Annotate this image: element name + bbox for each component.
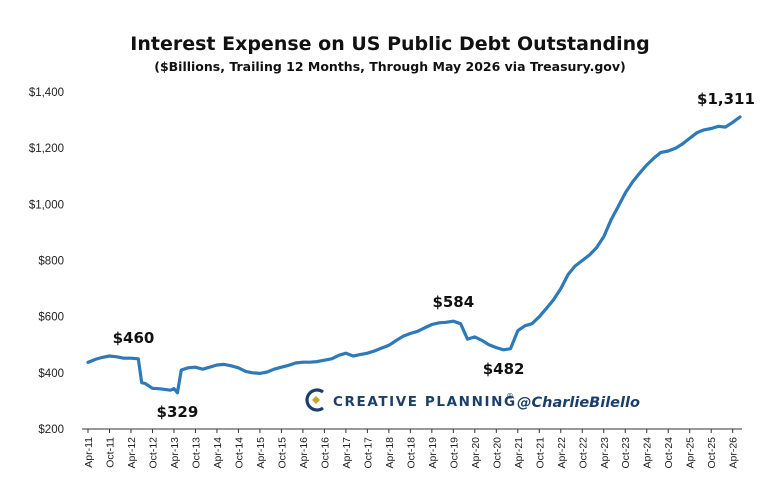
x-tick-label: Oct-17	[362, 437, 374, 469]
x-axis: Apr-11 Oct-11 Apr-12 Oct-12 Apr-13 Oct-13 Apr-…	[82, 428, 742, 469]
x-tick-label: Apr-22	[556, 437, 568, 469]
x-tick-label: Apr-14	[212, 437, 224, 469]
branding: CREATIVE PLANNING ® @CharlieBilello	[305, 388, 640, 412]
brand-name: CREATIVE PLANNING	[333, 394, 517, 410]
y-tick-label: $600	[38, 312, 64, 324]
x-tick-label: Oct-25	[706, 437, 718, 469]
x-tick-label: Apr-15	[255, 437, 267, 469]
x-tick-label: Apr-16	[298, 437, 310, 469]
data-label: $460	[113, 329, 155, 347]
x-tick-label: Oct-22	[577, 437, 589, 469]
x-tick-label: Apr-13	[169, 437, 181, 469]
data-label: $584	[432, 293, 474, 311]
x-tick-label: Apr-12	[126, 437, 138, 469]
x-tick-label: Apr-25	[685, 437, 697, 469]
x-tick-label: Apr-23	[599, 437, 611, 469]
x-tick-label: Apr-20	[470, 437, 482, 469]
data-label: $482	[483, 360, 525, 378]
x-tick-label: Oct-14	[233, 437, 245, 469]
x-tick-label: Oct-15	[276, 437, 288, 469]
x-tick-label: Oct-24	[663, 437, 675, 469]
y-tick-label: $800	[38, 256, 64, 268]
x-tick-label: Oct-19	[448, 437, 460, 469]
annotations: $460 $329 $584 $482 $1,311	[113, 90, 755, 421]
x-tick-label: Oct-12	[147, 437, 159, 469]
y-tick-label: $200	[38, 424, 64, 436]
x-tick-label: Oct-13	[190, 437, 202, 469]
x-tick-label: Apr-24	[642, 437, 654, 469]
y-tick-label: $1,400	[29, 87, 64, 99]
y-tick-label: $1,000	[29, 199, 64, 211]
x-tick-label: Apr-17	[341, 437, 353, 469]
data-label: $329	[157, 403, 199, 421]
x-tick-label: Apr-11	[83, 437, 95, 468]
x-tick-label: Oct-23	[620, 437, 632, 469]
y-tick-label: $1,200	[29, 143, 64, 155]
x-tick-label: Oct-20	[491, 437, 503, 469]
y-tick-label: $400	[38, 368, 64, 380]
x-tick-label: Apr-21	[513, 437, 525, 469]
chart-subtitle: ($Billions, Trailing 12 Months, Through …	[154, 59, 626, 74]
chart-title: Interest Expense on US Public Debt Outst…	[130, 33, 649, 55]
x-tick-label: Apr-18	[384, 437, 396, 469]
y-axis: $200 $400 $600 $800 $1,000 $1,200 $1,400	[29, 87, 64, 436]
x-tick-label: Oct-21	[534, 437, 546, 469]
creative-planning-logo-icon	[305, 388, 324, 412]
data-label: $1,311	[697, 90, 755, 108]
x-tick-label: Oct-16	[319, 437, 331, 469]
registered-mark: ®	[506, 392, 514, 401]
series-line	[86, 115, 742, 395]
x-tick-label: Apr-26	[728, 437, 740, 469]
author-handle: @CharlieBilello	[517, 395, 640, 411]
x-tick-label: Apr-19	[427, 437, 439, 469]
x-tick-label: Oct-18	[405, 437, 417, 469]
x-tick-label: Oct-11	[104, 437, 116, 468]
